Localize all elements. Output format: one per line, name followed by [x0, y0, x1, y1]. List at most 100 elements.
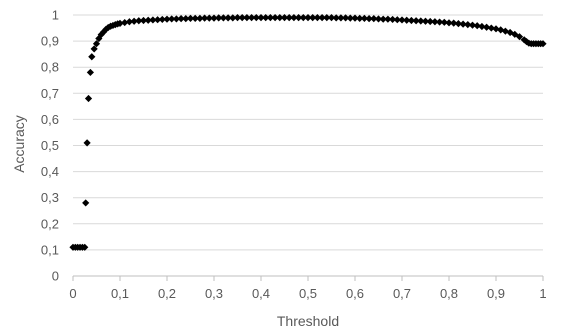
data-point — [205, 14, 213, 22]
data-point — [478, 22, 486, 31]
data-point — [520, 36, 528, 44]
data-point — [280, 14, 289, 22]
data-point — [238, 14, 246, 22]
y-tick-label: 0,4 — [41, 164, 59, 179]
data-point — [440, 18, 448, 26]
data-point — [285, 14, 293, 22]
data-point — [84, 94, 93, 103]
data-point — [393, 16, 401, 24]
data-point — [483, 23, 491, 31]
x-tick-label: 1 — [539, 286, 546, 301]
x-tick-label: 0,3 — [205, 286, 223, 301]
data-point — [454, 20, 462, 28]
data-point — [356, 14, 364, 22]
x-tick-label: 0,9 — [487, 286, 505, 301]
data-point — [412, 17, 420, 25]
y-tick-label: 0,9 — [41, 34, 59, 49]
data-point — [379, 15, 387, 23]
data-point — [492, 25, 500, 33]
data-point — [229, 14, 237, 22]
data-point — [323, 14, 331, 22]
data-point — [374, 15, 383, 23]
x-tick-label: 0,8 — [440, 286, 458, 301]
data-point — [154, 16, 162, 24]
data-point — [309, 14, 317, 22]
data-point — [342, 14, 350, 22]
data-point — [121, 18, 129, 27]
data-point — [248, 14, 256, 22]
data-point — [158, 15, 166, 24]
data-point — [506, 28, 514, 37]
data-point — [365, 15, 373, 23]
data-point — [389, 15, 397, 24]
x-tick-label: 0,5 — [299, 286, 317, 301]
data-point — [337, 14, 345, 22]
data-point — [351, 14, 359, 22]
y-tick-label: 1 — [52, 8, 59, 23]
data-point — [290, 14, 298, 22]
y-tick-label: 0,8 — [41, 60, 59, 75]
data-point — [421, 17, 430, 25]
data-point — [450, 19, 458, 27]
y-tick-label: 0,5 — [41, 138, 59, 153]
data-point — [468, 21, 477, 29]
y-tick-label: 0,3 — [41, 190, 59, 205]
data-point — [201, 14, 209, 22]
data-point — [215, 14, 223, 22]
data-point — [346, 14, 354, 22]
data-point — [436, 18, 444, 26]
data-point — [149, 16, 157, 24]
data-point — [370, 15, 378, 23]
data-point — [144, 16, 152, 24]
y-axis-ticks: 0 0,1 0,2 0,3 0,4 0,5 0,6 0,7 0,8 0,9 1 — [41, 8, 59, 284]
data-point — [186, 14, 195, 22]
x-axis-ticks: 0 0,1 0,2 0,3 0,4 0,5 0,6 0,7 0,8 0,9 1 — [69, 276, 547, 301]
data-point — [511, 30, 519, 38]
data-point — [139, 16, 148, 25]
data-point — [473, 22, 481, 30]
data-point — [177, 15, 185, 23]
data-point — [431, 18, 439, 26]
data-point — [92, 40, 101, 48]
data-point — [360, 14, 368, 22]
y-tick-label: 0,6 — [41, 112, 59, 127]
y-tick-label: 0,1 — [41, 242, 59, 257]
data-point — [90, 45, 98, 53]
x-tick-label: 0,4 — [252, 286, 270, 301]
data-point — [407, 16, 415, 25]
data-point — [196, 14, 204, 22]
data-point — [384, 15, 392, 23]
data-points — [69, 14, 547, 251]
data-point — [539, 40, 547, 48]
y-tick-label: 0 — [52, 269, 59, 284]
y-tick-label: 0,2 — [41, 216, 59, 231]
data-point — [426, 17, 434, 26]
data-point — [497, 26, 505, 34]
data-point — [224, 14, 232, 22]
x-tick-label: 0,6 — [346, 286, 364, 301]
data-point — [116, 19, 124, 27]
data-point — [257, 14, 265, 22]
data-point — [168, 15, 176, 23]
y-axis-title: Accuracy — [11, 115, 27, 173]
data-point — [81, 243, 89, 251]
data-point — [295, 14, 303, 22]
data-point — [417, 17, 425, 25]
data-point — [83, 139, 91, 147]
y-tick-label: 0,7 — [41, 86, 59, 101]
data-point — [266, 14, 274, 22]
data-point — [262, 14, 270, 22]
data-point — [487, 24, 495, 32]
data-point — [88, 53, 96, 61]
x-axis-title: Threshold — [277, 313, 339, 329]
data-point — [332, 14, 340, 22]
data-point — [130, 17, 138, 25]
data-point — [445, 19, 453, 27]
data-point — [172, 15, 180, 23]
x-tick-label: 0,2 — [158, 286, 176, 301]
data-point — [271, 14, 279, 22]
data-point — [304, 14, 312, 22]
data-point — [327, 14, 336, 22]
data-point — [318, 14, 326, 22]
